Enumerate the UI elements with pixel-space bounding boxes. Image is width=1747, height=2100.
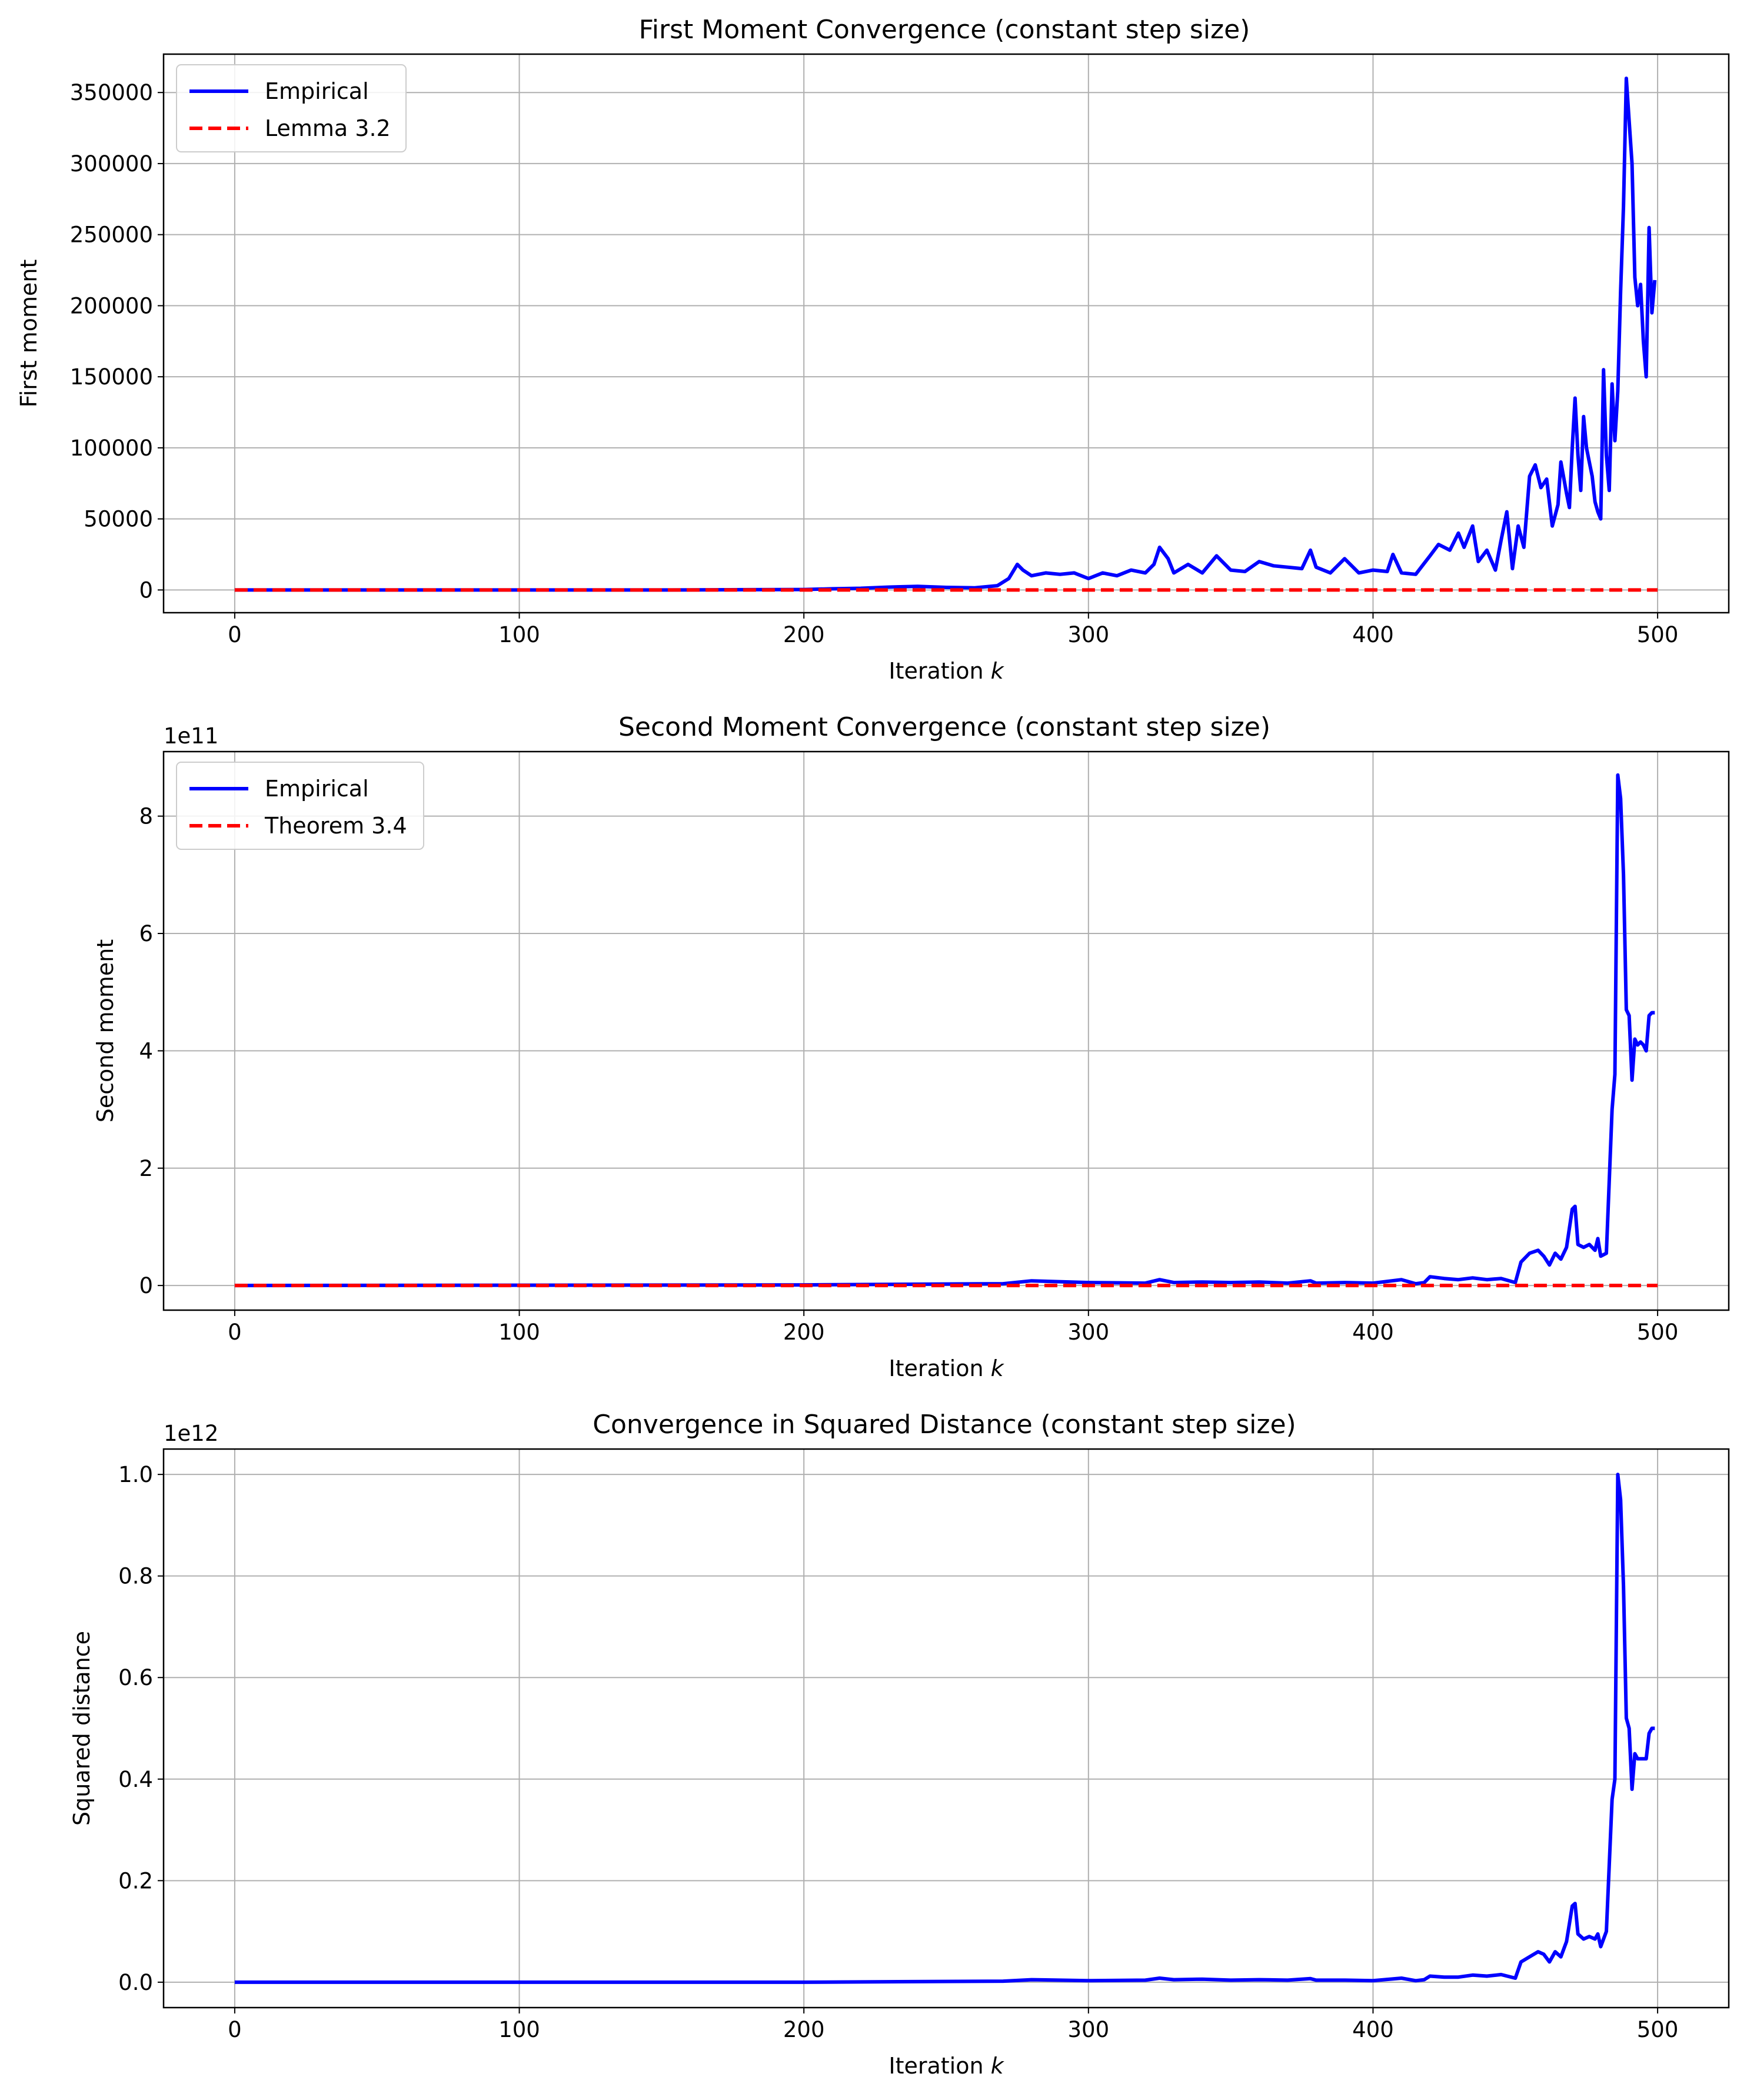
x-tick-label: 300	[1068, 2017, 1110, 2042]
y-tick-label: 0.8	[118, 1564, 153, 1589]
y-tick-label: 0.2	[118, 1868, 153, 1893]
x-axis-label-variable: k	[991, 2053, 1005, 2079]
empirical-line	[234, 1473, 1655, 1984]
x-ticks: 0 100 200 300 400 500	[228, 613, 1678, 647]
y-tick-label: 0	[139, 577, 153, 603]
x-axis-label-text: Iteration	[889, 1355, 990, 1381]
chart-title: First Moment Convergence (constant step …	[639, 15, 1250, 45]
x-tick-label: 100	[498, 1320, 540, 1345]
x-tick-label: 400	[1352, 622, 1394, 647]
x-axis-label-variable: k	[991, 658, 1005, 684]
x-tick-label: 500	[1637, 2017, 1679, 2042]
y-axis-label: First moment	[16, 260, 42, 408]
y-ticks: 0 50000 100000 150000 200000 250000 300000 3500…	[70, 80, 164, 603]
y-tick-label: 350000	[70, 80, 153, 105]
x-axis-label-text: Iteration	[889, 2053, 990, 2079]
y-offset-text: 1e11	[164, 723, 218, 749]
x-axis-label-variable: k	[991, 1355, 1005, 1381]
x-tick-label: 200	[783, 2017, 825, 2042]
legend: Empirical Lemma 3.2	[176, 64, 407, 152]
y-tick-label: 300000	[70, 151, 153, 177]
chart-title: Convergence in Squared Distance (constan…	[593, 1410, 1296, 1440]
x-ticks: 0 100 200 300 400 500	[228, 1310, 1678, 1345]
x-tick-label: 300	[1068, 622, 1110, 647]
empirical-line	[234, 773, 1655, 1288]
x-ticks: 0 100 200 300 400 500	[228, 2008, 1678, 2042]
y-tick-label: 0.4	[118, 1767, 153, 1792]
y-tick-label: 0.6	[118, 1665, 153, 1690]
y-tick-label: 0.0	[118, 1970, 153, 1995]
x-tick-label: 0	[228, 1320, 242, 1345]
y-ticks: 0 2 4 6 8	[139, 804, 164, 1298]
x-tick-label: 0	[228, 622, 242, 647]
y-tick-label: 100000	[70, 436, 153, 461]
x-tick-label: 400	[1352, 1320, 1394, 1345]
empirical-line	[234, 77, 1657, 592]
x-axis-label-text: Iteration	[889, 658, 990, 684]
x-axis-label: Iteration k	[889, 1355, 1004, 1381]
x-tick-label: 0	[228, 2017, 242, 2042]
x-tick-label: 400	[1352, 2017, 1394, 2042]
plot-area	[234, 77, 1658, 592]
y-tick-label: 8	[139, 804, 153, 829]
axes-frame	[162, 750, 1730, 1311]
plot-area	[234, 1473, 1655, 1984]
x-tick-label: 200	[783, 622, 825, 647]
axes-frame	[162, 53, 1730, 614]
x-axis-label: Iteration k	[889, 658, 1004, 684]
legend-entry-label: Lemma 3.2	[265, 115, 391, 141]
legend: Empirical Theorem 3.4	[176, 762, 424, 850]
y-ticks: 0.0 0.2 0.4 0.6 0.8 1.0	[118, 1462, 164, 1995]
x-tick-label: 100	[498, 2017, 540, 2042]
y-tick-label: 200000	[70, 293, 153, 318]
y-tick-label: 6	[139, 921, 153, 946]
y-axis-label: Second moment	[92, 939, 118, 1123]
x-tick-label: 300	[1068, 1320, 1110, 1345]
y-tick-label: 50000	[84, 507, 153, 532]
y-offset-text: 1e12	[164, 1421, 218, 1446]
chart-title: Second Moment Convergence (constant step…	[618, 712, 1270, 742]
x-tick-label: 500	[1637, 1320, 1679, 1345]
subplot-first-moment: First Moment Convergence (constant step …	[16, 15, 1730, 684]
y-axis-label: Squared distance	[69, 1631, 95, 1826]
plot-area	[234, 773, 1658, 1288]
legend-entry-label: Empirical	[265, 776, 369, 802]
y-tick-label: 4	[139, 1038, 153, 1064]
y-tick-label: 0	[139, 1273, 153, 1298]
subplot-second-moment: Second Moment Convergence (constant step…	[92, 712, 1730, 1381]
legend-entry-label: Empirical	[265, 78, 369, 104]
x-axis-label: Iteration k	[889, 2053, 1004, 2079]
legend-entry-label: Theorem 3.4	[264, 813, 407, 839]
x-tick-label: 100	[498, 622, 540, 647]
y-tick-label: 150000	[70, 364, 153, 390]
y-tick-label: 2	[139, 1156, 153, 1181]
axes-frame	[162, 1448, 1730, 2009]
subplot-squared-distance: Convergence in Squared Distance (constan…	[69, 1410, 1730, 2079]
x-tick-label: 200	[783, 1320, 825, 1345]
y-tick-label: 1.0	[118, 1462, 153, 1487]
y-tick-label: 250000	[70, 222, 153, 248]
x-tick-label: 500	[1637, 622, 1679, 647]
